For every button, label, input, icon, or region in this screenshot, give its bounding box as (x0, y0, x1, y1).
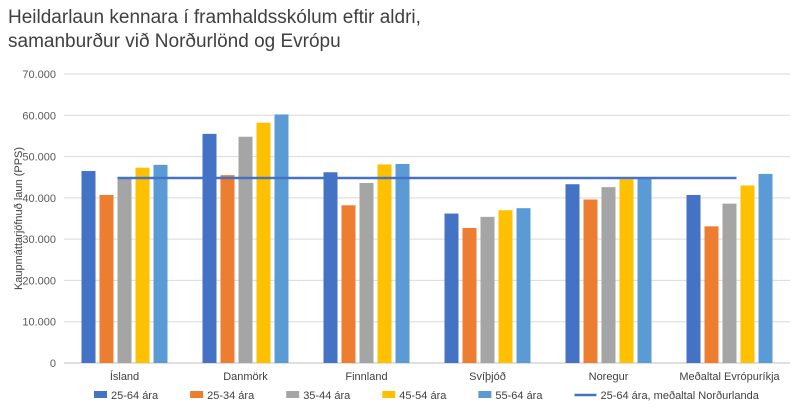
bar (637, 177, 652, 363)
bar (619, 179, 634, 363)
y-tick-label: 0 (50, 358, 56, 370)
bar (722, 203, 737, 363)
chart-title-line-2: samanburður við Norðurlönd og Evrópu (8, 31, 341, 52)
bar (153, 164, 168, 363)
chart-title-line-1: Heildarlaun kennara í framhaldsskólum ef… (8, 7, 421, 28)
y-tick-label: 50.000 (22, 152, 56, 164)
legend-swatch (478, 391, 492, 398)
legend-swatch (286, 391, 300, 398)
bar (686, 194, 701, 363)
bar (395, 164, 410, 363)
bar (498, 210, 513, 363)
legend-swatch (382, 391, 396, 398)
x-category-label: Meðaltal Evrópuríkja (679, 371, 780, 383)
chart-title: Heildarlaun kennara í framhaldsskólum ef… (8, 6, 608, 54)
bar (565, 184, 580, 363)
bar (341, 205, 356, 363)
bar (740, 185, 755, 363)
x-category-label: Finnland (345, 371, 387, 383)
bar (583, 199, 598, 363)
bar (359, 182, 374, 363)
legend-label: 55-64 ára (495, 390, 543, 402)
y-axis-label: Kaupmáttarjöfnuð laun (PPS) (13, 147, 25, 290)
y-tick-label: 60.000 (22, 110, 56, 122)
bar (323, 172, 338, 363)
bar (117, 178, 132, 363)
bar (81, 171, 96, 363)
bar (202, 133, 217, 363)
bar (480, 216, 495, 363)
bar (704, 226, 719, 363)
legend-label: 25-34 ára (207, 390, 255, 402)
x-category-label: Ísland (110, 370, 139, 383)
bar (516, 208, 531, 363)
bar (462, 227, 477, 363)
x-category-label: Noregur (589, 371, 629, 383)
bar (274, 114, 289, 364)
x-category-label: Svíþjóð (469, 371, 506, 383)
y-tick-label: 10.000 (22, 317, 56, 329)
y-tick-label: 20.000 (22, 275, 56, 287)
bar (220, 175, 235, 363)
bar (444, 213, 459, 363)
legend-label: 35-44 ára (303, 390, 351, 402)
legend-label: 25-64 ára (111, 390, 159, 402)
legend-swatch (190, 391, 204, 398)
bar (601, 187, 616, 363)
legend-label: 45-54 ára (399, 390, 447, 402)
bar (377, 164, 392, 363)
y-tick-label: 30.000 (22, 234, 56, 246)
bar (758, 173, 773, 363)
bar (99, 194, 114, 363)
bar (135, 167, 150, 363)
legend-swatch (94, 391, 107, 398)
x-category-label: Danmörk (223, 371, 268, 383)
y-tick-label: 40.000 (22, 193, 56, 205)
legend-label: 25-64 ára, meðaltal Norðurlanda (600, 390, 759, 402)
y-tick-label: 70.000 (22, 69, 56, 81)
bar (238, 136, 253, 363)
bar (256, 122, 271, 364)
